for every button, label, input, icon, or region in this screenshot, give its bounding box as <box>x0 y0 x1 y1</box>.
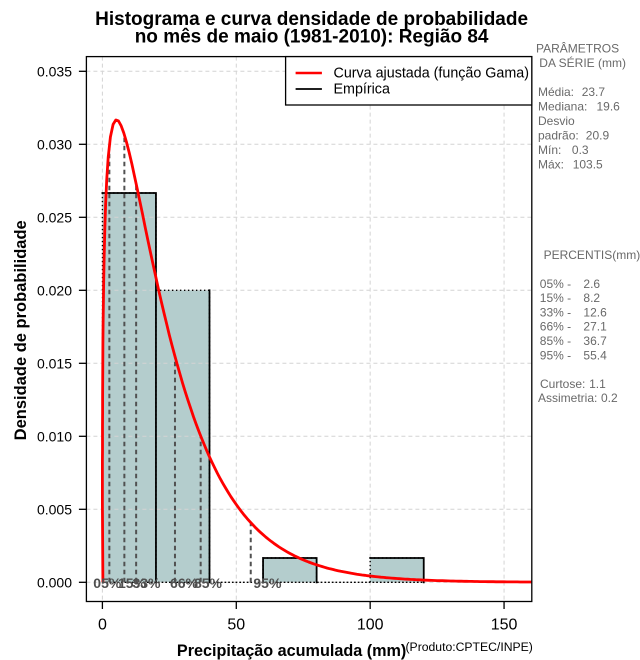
svg-text:19.6: 19.6 <box>597 99 621 113</box>
svg-text:Empírica: Empírica <box>334 82 390 98</box>
svg-text:PARÂMETROS: PARÂMETROS <box>536 40 619 55</box>
svg-text:8.2: 8.2 <box>583 291 600 305</box>
svg-text:Curva ajustada (função Gama): Curva ajustada (função Gama) <box>334 66 530 82</box>
svg-text:0: 0 <box>98 617 107 634</box>
svg-text:33%: 33% <box>132 575 161 591</box>
svg-text:padrão:: padrão: <box>538 128 579 142</box>
svg-text:12.6: 12.6 <box>583 305 607 319</box>
svg-text:33% -: 33% - <box>540 305 571 319</box>
svg-text:66% -: 66% - <box>540 320 571 334</box>
svg-text:Média:: Média: <box>538 85 574 99</box>
svg-text:(Produto:CPTEC/INPE): (Produto:CPTEC/INPE) <box>406 640 533 654</box>
svg-text:Histograma e curva densidade d: Histograma e curva densidade de probabil… <box>95 9 528 30</box>
svg-text:85%: 85% <box>194 575 223 591</box>
svg-text:0.000: 0.000 <box>37 574 72 590</box>
svg-text:0.035: 0.035 <box>37 63 72 79</box>
svg-text:0.020: 0.020 <box>37 282 72 298</box>
svg-text:Densidade de probabilidade: Densidade de probabilidade <box>12 220 30 440</box>
svg-text:05% -: 05% - <box>540 277 571 291</box>
svg-text:Mediana:: Mediana: <box>538 99 587 113</box>
svg-text:no mês de maio (1981-2010): Re: no mês de maio (1981-2010): Região 84 <box>135 27 489 48</box>
svg-text:55.4: 55.4 <box>583 348 607 362</box>
svg-text:95%: 95% <box>253 575 282 591</box>
svg-text:0.015: 0.015 <box>37 355 72 371</box>
svg-text:66%: 66% <box>170 575 199 591</box>
svg-text:0.3: 0.3 <box>572 143 589 157</box>
svg-text:100: 100 <box>357 617 384 634</box>
svg-text:0.005: 0.005 <box>37 501 72 517</box>
svg-text:85% -: 85% - <box>540 334 571 348</box>
svg-text:50: 50 <box>227 617 245 634</box>
svg-text:23.7: 23.7 <box>582 85 606 99</box>
svg-text:95% -: 95% - <box>540 348 571 362</box>
svg-text:Máx:: Máx: <box>538 157 564 171</box>
svg-text:Curtose:: Curtose: <box>540 377 585 391</box>
svg-text:1.1: 1.1 <box>589 377 606 391</box>
svg-text:36.7: 36.7 <box>583 334 607 348</box>
svg-text:0.030: 0.030 <box>37 136 72 152</box>
svg-text:103.5: 103.5 <box>573 157 603 171</box>
svg-text:150: 150 <box>491 617 518 634</box>
svg-text:0.025: 0.025 <box>37 209 72 225</box>
svg-text:DA SÉRIE (mm): DA SÉRIE (mm) <box>539 55 626 70</box>
svg-text:0.2: 0.2 <box>601 391 618 405</box>
svg-text:05%: 05% <box>93 575 122 591</box>
svg-text:0.010: 0.010 <box>37 428 72 444</box>
svg-text:Precipitação acumulada (mm): Precipitação acumulada (mm) <box>177 642 406 660</box>
svg-text:20.9: 20.9 <box>586 128 610 142</box>
svg-text:15%: 15% <box>118 575 147 591</box>
svg-text:Assimetria:: Assimetria: <box>538 391 597 405</box>
svg-text:2.6: 2.6 <box>583 277 600 291</box>
svg-text:15% -: 15% - <box>540 291 571 305</box>
svg-text:Desvio: Desvio <box>538 114 575 128</box>
svg-text:27.1: 27.1 <box>583 320 607 334</box>
svg-text:PERCENTIS(mm): PERCENTIS(mm) <box>544 248 640 262</box>
svg-text:Mín:: Mín: <box>538 143 561 157</box>
